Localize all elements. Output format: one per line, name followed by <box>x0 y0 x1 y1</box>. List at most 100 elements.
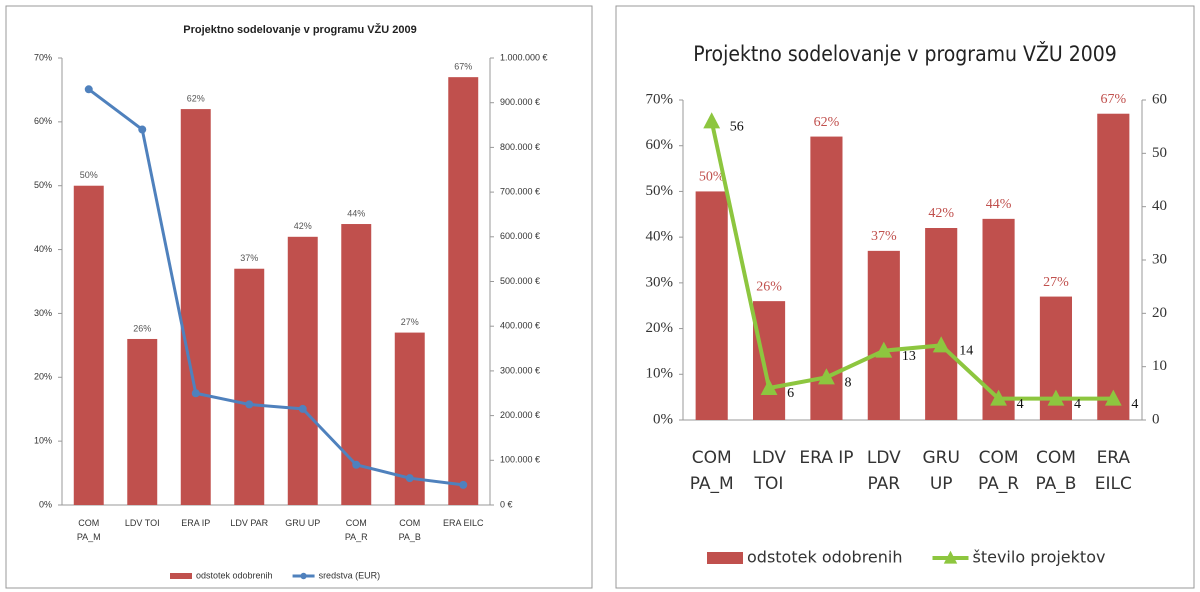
y-tick-label: 30% <box>646 274 674 290</box>
y-tick-label: 70% <box>34 52 52 62</box>
legend-swatch <box>707 552 743 564</box>
bar <box>180 109 211 505</box>
marker <box>84 85 93 94</box>
x-tick-label: COM PA_R <box>978 448 1020 494</box>
marker <box>760 378 778 395</box>
bar <box>448 77 479 506</box>
y-tick-label: 40% <box>646 229 674 245</box>
y2-tick-label: 50 <box>1152 145 1167 161</box>
marker <box>875 341 893 358</box>
marker <box>990 389 1007 406</box>
y-tick-label: 40% <box>34 244 52 254</box>
y-tick-label: 0% <box>39 499 52 509</box>
data-label: 44% <box>986 197 1012 212</box>
y2-tick-label: 300.000 € <box>500 365 540 375</box>
data-label: 27% <box>1043 275 1069 290</box>
y-tick-label: 10% <box>646 366 674 382</box>
y-tick-label: 70% <box>646 91 674 107</box>
data-label: 67% <box>1100 92 1126 107</box>
y-tick-label: 60% <box>34 116 52 126</box>
legend-label: odstotek odobrenih <box>747 548 903 567</box>
y2-tick-label: 40 <box>1152 198 1167 214</box>
bar <box>341 224 372 505</box>
y2-tick-label: 1.000.000 € <box>500 52 548 62</box>
x-tick-label: ERA EILC <box>442 518 484 528</box>
line <box>709 120 1114 401</box>
y-tick-label: 10% <box>34 436 52 446</box>
legend-marker <box>943 550 958 564</box>
data-label: 67% <box>454 62 472 72</box>
x-tick-label: ERA IP <box>181 518 211 528</box>
x-tick-label: COM PA_B <box>1035 448 1077 494</box>
y2-tick-label: 900.000 € <box>500 97 540 107</box>
data-label: 42% <box>294 221 312 231</box>
data-label: 8 <box>844 376 851 391</box>
y-tick-label: 50% <box>34 180 52 190</box>
y-tick-label: 60% <box>646 137 674 153</box>
y2-tick-label: 30 <box>1152 251 1167 267</box>
bar <box>925 228 958 420</box>
bar <box>73 185 104 505</box>
data-label: 4 <box>1131 397 1138 412</box>
y-tick-label: 50% <box>646 183 674 199</box>
data-label: 6 <box>787 386 794 401</box>
y2-tick-label: 700.000 € <box>500 186 540 196</box>
y2-tick-label: 400.000 € <box>500 321 540 331</box>
bar <box>1097 113 1130 420</box>
y2-tick-label: 100.000 € <box>500 455 540 465</box>
marker <box>703 112 721 129</box>
y2-tick-label: 20 <box>1152 305 1167 321</box>
data-label: 42% <box>928 206 954 221</box>
chart-title: Projektno sodelovanje v programu VŽU 200… <box>183 23 417 36</box>
data-label: 13 <box>902 349 916 364</box>
x-tick-label: COM PA_M <box>76 518 101 543</box>
data-label: 4 <box>1074 397 1081 412</box>
data-label: 50% <box>699 170 725 185</box>
x-tick-label: LDV TOI <box>124 518 160 528</box>
x-tick-label: GRU UP <box>922 448 960 494</box>
y2-tick-label: 500.000 € <box>500 276 540 286</box>
y-tick-label: 30% <box>34 308 52 318</box>
y2-tick-label: 800.000 € <box>500 142 540 152</box>
line <box>87 88 464 487</box>
x-tick-label: LDV PAR <box>866 448 901 494</box>
marker <box>191 389 200 398</box>
marker <box>932 336 950 353</box>
bar <box>127 338 158 505</box>
legend-label: odstotek odobrenih <box>196 570 273 580</box>
y2-tick-label: 600.000 € <box>500 231 540 241</box>
legend-label: sredstva (EUR) <box>319 570 381 580</box>
data-label: 37% <box>240 253 258 263</box>
marker <box>1047 389 1065 406</box>
data-label: 62% <box>187 93 205 103</box>
marker <box>1104 389 1122 406</box>
marker <box>405 474 414 483</box>
x-tick-label: COM PA_R <box>344 518 368 543</box>
x-tick-label: ERA EILC <box>1094 448 1132 494</box>
bar <box>695 191 728 420</box>
x-tick-label: COM PA_B <box>398 518 421 543</box>
bar <box>234 268 265 505</box>
x-tick-label: LDV PAR <box>230 518 269 528</box>
data-label: 37% <box>871 229 897 244</box>
data-label: 27% <box>401 317 419 327</box>
y2-tick-label: 200.000 € <box>500 410 540 420</box>
data-label: 56 <box>730 120 744 135</box>
y2-tick-label: 60 <box>1152 91 1167 107</box>
legend-swatch <box>170 573 192 579</box>
y2-tick-label: 0 € <box>500 499 513 509</box>
data-label: 44% <box>347 208 365 218</box>
chart-title: Projektno sodelovanje v programu VŽU 200… <box>693 41 1117 66</box>
x-tick-label: ERA IP <box>799 448 854 468</box>
legend-label: število projektov <box>973 548 1106 567</box>
x-tick-label: GRU UP <box>285 518 321 528</box>
bar <box>867 250 900 420</box>
x-tick-label: COM PA_M <box>689 448 734 494</box>
data-label: 26% <box>133 323 151 333</box>
legend-marker <box>300 572 307 580</box>
data-label: 26% <box>756 279 782 294</box>
y-tick-label: 20% <box>34 372 52 382</box>
data-label: 62% <box>814 115 840 130</box>
